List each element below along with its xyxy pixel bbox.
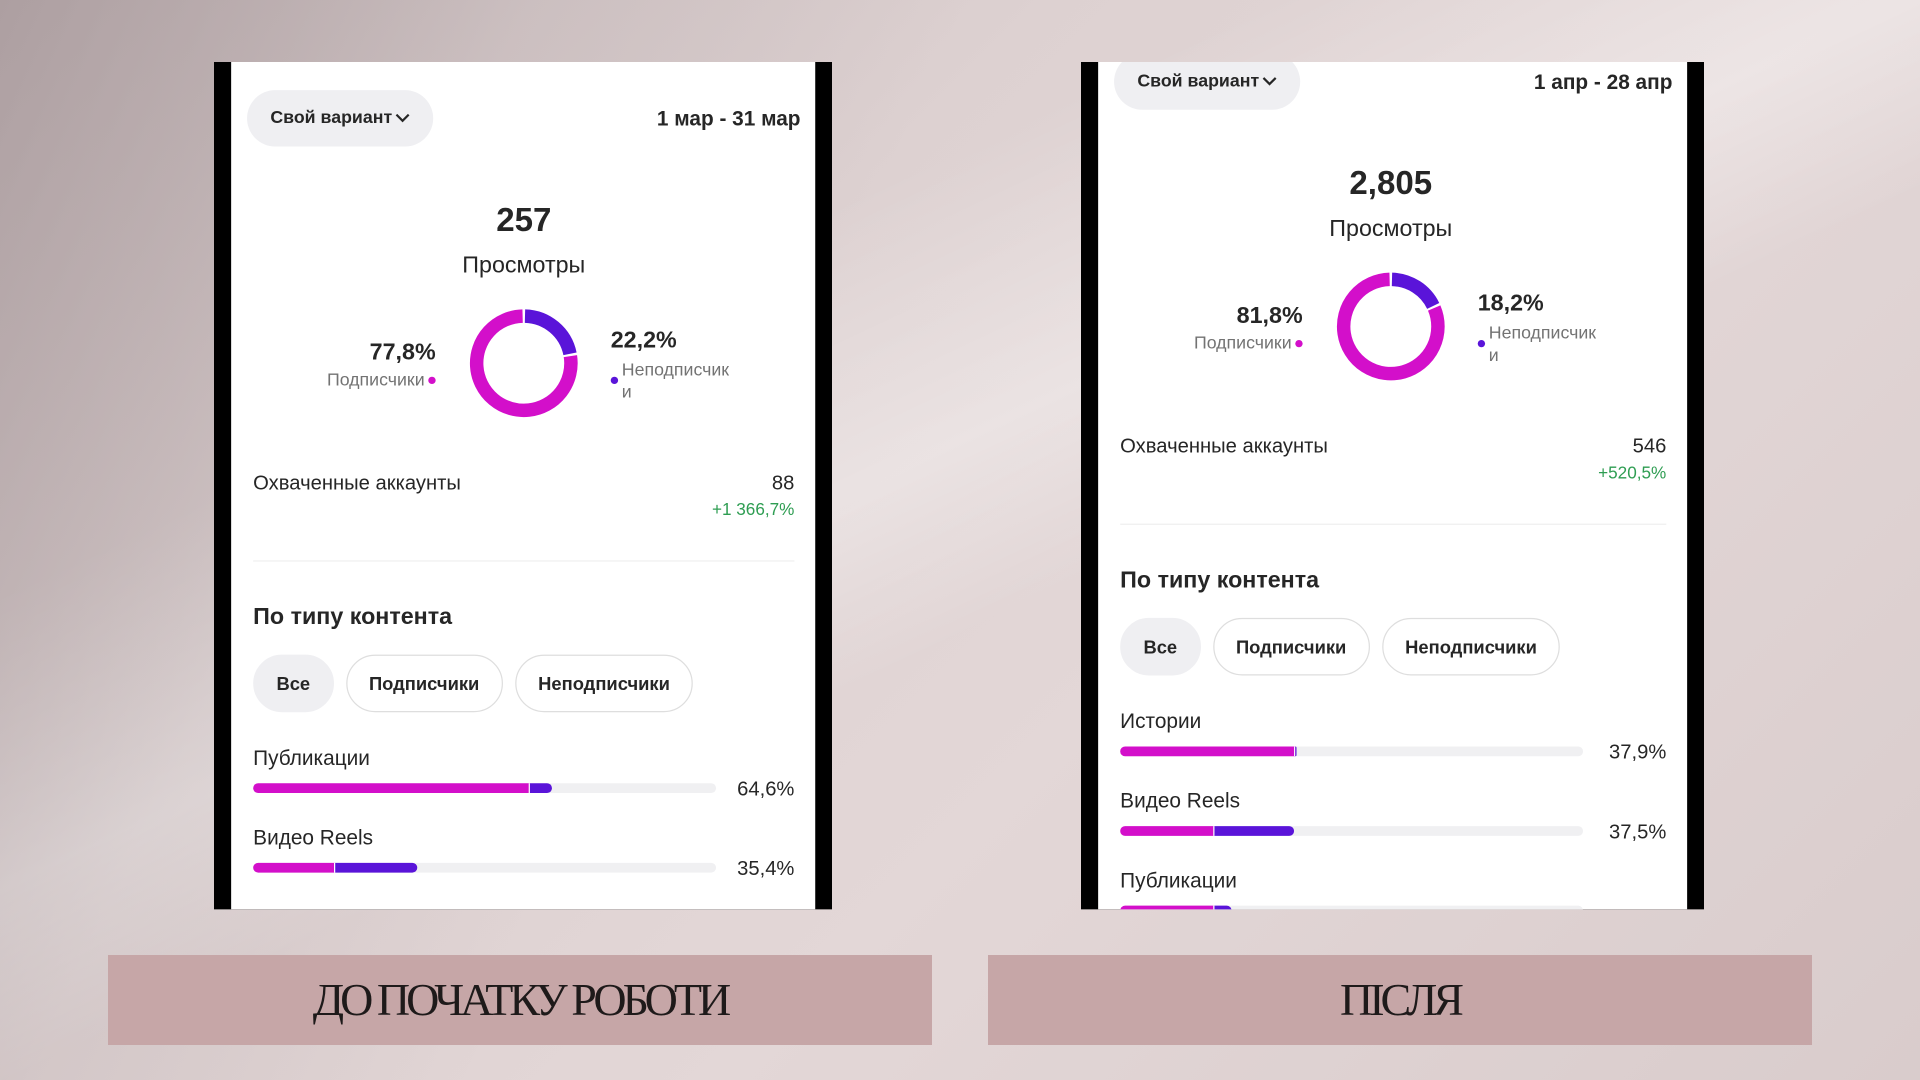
views-label: Просмотры — [1329, 216, 1453, 243]
non-subscribers-name: Неподписчики — [621, 360, 730, 403]
bar-segment — [253, 783, 530, 794]
non-subscribers-share: 22,2% — [610, 327, 677, 354]
content-percent: 64,6% — [737, 778, 795, 801]
caption: ПІСЛЯ — [988, 955, 1812, 1045]
content-label: Видео Reels — [253, 826, 374, 850]
views-total: 257 — [496, 201, 552, 239]
content-percent: 37,9% — [1609, 741, 1667, 764]
filter-chip[interactable]: Подписчики — [1212, 617, 1370, 676]
bar-segment — [253, 862, 336, 873]
filter-chip[interactable]: Неподписчики — [514, 654, 694, 713]
date-range: 1 апр - 28 апр — [1533, 70, 1673, 94]
subscribers-share: 77,8% — [369, 339, 436, 366]
donut-segment — [469, 309, 578, 418]
chevron-icon — [395, 113, 410, 123]
donut-chart — [469, 309, 578, 418]
views-label: Просмотры — [462, 253, 586, 279]
filter-chip[interactable]: Все — [253, 654, 334, 713]
content-label: Видео Reels — [1120, 789, 1241, 813]
reach-label: Охваченные аккаунты — [253, 472, 461, 495]
bar-segment — [1120, 905, 1216, 910]
chevron-line — [1262, 77, 1277, 86]
subscribers-name: Подписчики — [1193, 333, 1292, 354]
non-subscribers-share: 18,2% — [1477, 290, 1544, 317]
filter-chip[interactable]: Подписчики — [345, 654, 503, 713]
bar-segment — [1215, 905, 1232, 910]
subscribers-name: Подписчики — [326, 370, 425, 391]
donut-segment — [1336, 272, 1445, 381]
phone-frame: Свой вариант 1 мар - 31 мар 257 Просмотры 77… — [214, 62, 832, 910]
content-percent: 37,5% — [1609, 821, 1667, 844]
donut-chart — [1336, 272, 1445, 381]
period-button[interactable]: Свой вариант — [1114, 62, 1301, 110]
reach-value: 546 — [1632, 435, 1667, 458]
phone-frame: Свой вариант 1 апр - 28 апр 2,805 Просмотры… — [1081, 62, 1704, 910]
screen — [1098, 62, 1688, 910]
divider — [1120, 523, 1667, 525]
period-button-label: Свой вариант — [270, 108, 393, 129]
chevron-line — [395, 113, 410, 123]
chevron-icon — [1262, 77, 1277, 86]
phone-screenshot: Свой вариант 1 мар - 31 мар 257 Просмотры 77… — [214, 62, 832, 910]
reach-label: Охваченные аккаунты — [1120, 435, 1328, 458]
period-button[interactable]: Свой вариант — [247, 90, 434, 147]
legend-dot — [1477, 339, 1486, 348]
bar-segment — [1120, 826, 1215, 836]
content-percent: 35,4% — [737, 857, 795, 880]
screen — [231, 62, 816, 910]
phone-screenshot: Свой вариант 1 апр - 28 апр 2,805 Просмотры… — [1081, 62, 1704, 910]
bar-segment — [529, 783, 553, 794]
bar-track — [1120, 746, 1584, 757]
legend-dot — [428, 376, 436, 385]
bar-segment — [335, 862, 417, 873]
reach-change: +1 366,7% — [711, 499, 795, 519]
views-total: 2,805 — [1349, 164, 1433, 202]
reach-value: 88 — [771, 472, 795, 495]
subscribers-share: 81,8% — [1236, 303, 1303, 329]
bar-track — [1120, 826, 1584, 836]
period-button-label: Свой вариант — [1137, 71, 1260, 92]
filter-chips: Все Подписчики Неподписчики — [1120, 617, 1561, 676]
reach-change: +520,5% — [1598, 462, 1667, 483]
filter-chip[interactable]: Неподписчики — [1381, 617, 1561, 676]
divider — [253, 560, 795, 562]
legend-dot — [1295, 339, 1303, 348]
donut-segment — [524, 309, 577, 356]
filter-chips: Все Подписчики Неподписчики — [253, 654, 694, 713]
section-title: По типу контента — [253, 604, 453, 631]
filter-chip[interactable]: Все — [1120, 617, 1201, 676]
bar-track — [253, 862, 717, 873]
section-title: По типу контента — [1120, 567, 1320, 594]
content-label: Публикации — [253, 746, 370, 770]
bar-segment — [1294, 746, 1296, 757]
content-label: Истории — [1120, 709, 1202, 734]
bar-segment — [1214, 826, 1294, 836]
date-range: 1 мар - 31 мар — [656, 107, 801, 131]
legend-dot — [610, 376, 619, 385]
bar-segment — [1120, 746, 1295, 757]
non-subscribers-name: Неподписчики — [1488, 324, 1597, 366]
caption: ДО ПОЧАТКУ РОБОТИ — [108, 955, 932, 1045]
bar-track — [1120, 905, 1584, 910]
donut-segment — [1391, 272, 1440, 310]
content-label: Публикации — [1120, 868, 1237, 893]
